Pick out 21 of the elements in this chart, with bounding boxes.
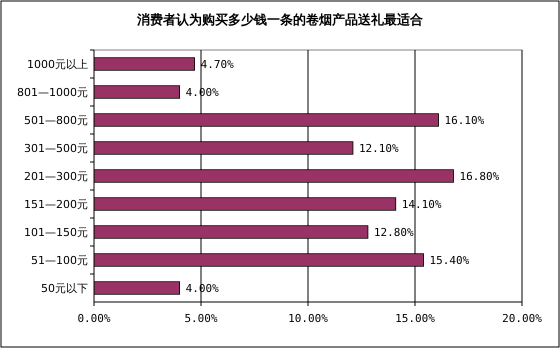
x-tick-label: 20.00% xyxy=(502,312,542,325)
y-tick-label: 801—1000元 xyxy=(17,86,88,99)
x-tick-label: 5.00% xyxy=(184,312,218,325)
x-tick-label: 0.00% xyxy=(77,312,111,325)
y-tick-label: 501—800元 xyxy=(24,114,88,127)
data-label: 15.40% xyxy=(430,254,470,267)
y-tick-label: 1000元以上 xyxy=(27,58,88,71)
data-label: 16.80% xyxy=(460,170,500,183)
y-tick-label: 151—200元 xyxy=(24,198,88,211)
y-tick-label: 50元以下 xyxy=(41,282,88,295)
chart-title: 消费者认为购买多少钱一条的卷烟产品送礼最适合 xyxy=(136,12,423,28)
data-label: 16.10% xyxy=(444,114,485,127)
x-tick-label: 15.00% xyxy=(395,312,436,325)
x-tick-label: 10.00% xyxy=(288,312,328,325)
y-tick-label: 301—500元 xyxy=(24,142,88,155)
y-tick-label: 51—100元 xyxy=(31,254,88,267)
data-label: 12.80% xyxy=(374,226,414,239)
y-tick-label: 201—300元 xyxy=(24,170,88,183)
data-label: 4.70% xyxy=(200,58,234,71)
data-label: 12.10% xyxy=(358,142,400,155)
y-tick-label: 101—150元 xyxy=(24,226,88,239)
